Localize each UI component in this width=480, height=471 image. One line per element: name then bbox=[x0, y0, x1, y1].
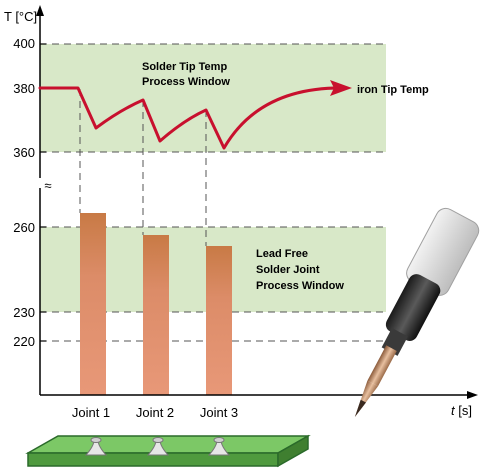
joint-window-label-line1: Lead Free bbox=[256, 248, 308, 260]
curve-arrowhead bbox=[330, 80, 352, 96]
y-axis-arrow bbox=[36, 5, 44, 16]
x-axis-arrow bbox=[467, 391, 478, 399]
joint-label-1: Joint 1 bbox=[72, 405, 110, 420]
bar-joint-1 bbox=[80, 213, 106, 395]
soldering-iron-icon bbox=[354, 207, 480, 417]
y-axis-label: T [°C] bbox=[4, 9, 37, 24]
curve-label: iron Tip Temp bbox=[357, 84, 429, 96]
tick-label-260: 260 bbox=[13, 220, 35, 235]
joint-window-label-line2: Solder Joint bbox=[256, 264, 320, 276]
tick-label-400: 400 bbox=[13, 36, 35, 51]
axis-break-symbol: ≈ bbox=[44, 178, 51, 193]
tick-label-230: 230 bbox=[13, 305, 35, 320]
circuit-board bbox=[25, 434, 311, 468]
solder-joint-3-icon bbox=[207, 437, 231, 456]
tip-window-label-line1: Solder Tip Temp bbox=[142, 61, 227, 73]
tip-window-label-line2: Process Window bbox=[142, 76, 230, 88]
bar-joint-2 bbox=[143, 235, 169, 395]
joint-label-3: Joint 3 bbox=[200, 405, 238, 420]
iron-tip-temp-curve bbox=[38, 86, 348, 150]
joint-label-2: Joint 2 bbox=[136, 405, 174, 420]
tick-label-360: 360 bbox=[13, 145, 35, 160]
joint-window-label-line3: Process Window bbox=[256, 280, 344, 292]
solder-joint-1-icon bbox=[84, 437, 108, 456]
bar-joint-3 bbox=[206, 246, 232, 395]
axis-break-gap bbox=[34, 178, 46, 188]
tip-process-window bbox=[40, 44, 386, 152]
tick-label-380: 380 bbox=[13, 81, 35, 96]
solder-joint-2-icon bbox=[146, 437, 170, 456]
tick-label-220: 220 bbox=[13, 334, 35, 349]
x-axis-label: t [s] bbox=[451, 403, 472, 418]
